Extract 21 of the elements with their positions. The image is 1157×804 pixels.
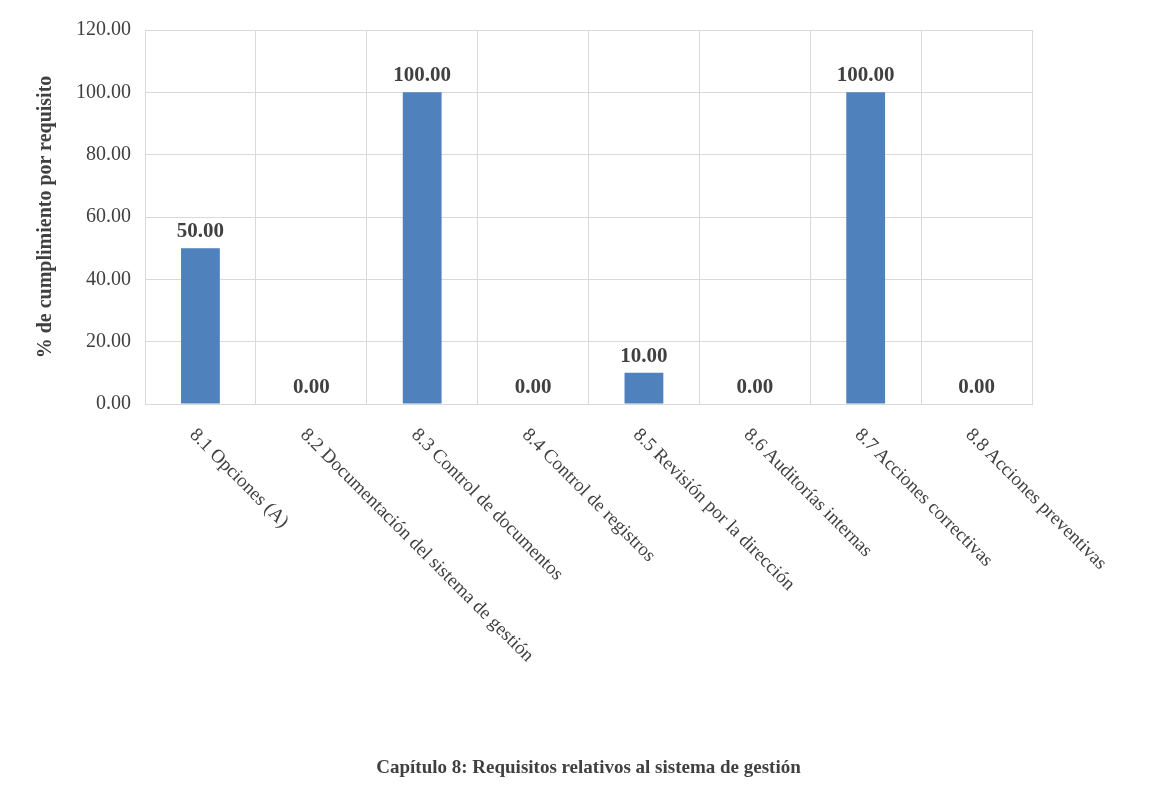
data-label: 10.00: [620, 342, 668, 367]
y-tick-label: 120.00: [76, 17, 131, 40]
data-label: 100.00: [836, 62, 895, 87]
bar: [181, 248, 220, 404]
bar: [624, 372, 664, 404]
y-tick-label: 40.00: [86, 266, 131, 289]
data-label: 50.00: [176, 218, 225, 243]
y-axis-title: % de cumplimiento por requisito: [33, 75, 57, 359]
y-tick-label: 100.00: [76, 79, 131, 102]
y-tick-label: 60.00: [86, 204, 131, 227]
data-label: 0.00: [514, 373, 552, 398]
x-axis-title: Capítulo 8: Requisitos relativos al sistema de gestión: [376, 755, 802, 777]
bar: [846, 92, 886, 404]
data-label: 0.00: [736, 373, 774, 398]
y-tick-label: 0.00: [96, 391, 131, 414]
data-label: 0.00: [292, 373, 330, 398]
y-tick-label: 80.00: [86, 141, 131, 164]
bar: [402, 92, 442, 404]
data-label: 0.00: [958, 373, 995, 398]
y-tick-label: 20.00: [86, 328, 131, 351]
data-label: 100.00: [393, 62, 452, 87]
